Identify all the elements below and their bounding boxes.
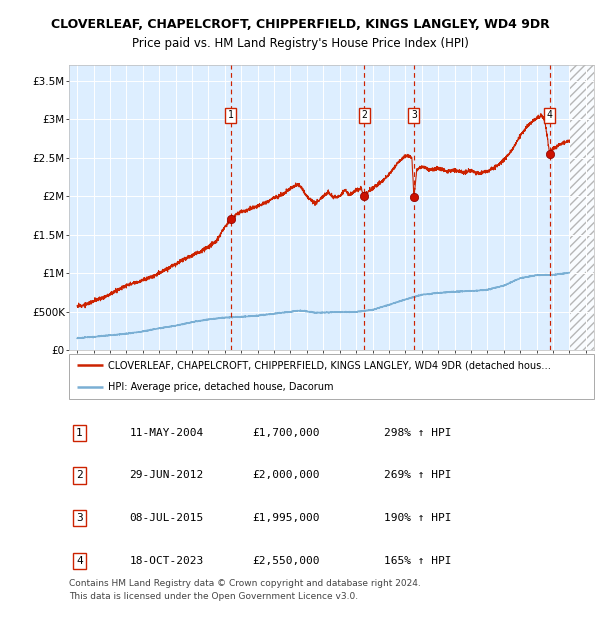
- Text: £2,550,000: £2,550,000: [253, 556, 320, 565]
- Text: 11-MAY-2004: 11-MAY-2004: [130, 428, 203, 438]
- Text: 4: 4: [547, 110, 553, 120]
- Text: 190% ↑ HPI: 190% ↑ HPI: [384, 513, 452, 523]
- Text: 3: 3: [76, 513, 83, 523]
- Text: 1: 1: [76, 428, 83, 438]
- Bar: [569, 42, 600, 350]
- Text: 165% ↑ HPI: 165% ↑ HPI: [384, 556, 452, 565]
- Text: 3: 3: [411, 110, 417, 120]
- Text: £1,700,000: £1,700,000: [253, 428, 320, 438]
- Text: 269% ↑ HPI: 269% ↑ HPI: [384, 471, 452, 480]
- Text: CLOVERLEAF, CHAPELCROFT, CHIPPERFIELD, KINGS LANGLEY, WD4 9DR: CLOVERLEAF, CHAPELCROFT, CHIPPERFIELD, K…: [50, 19, 550, 31]
- Text: 1: 1: [228, 110, 234, 120]
- Text: 2: 2: [76, 471, 83, 480]
- Text: £1,995,000: £1,995,000: [253, 513, 320, 523]
- Text: 298% ↑ HPI: 298% ↑ HPI: [384, 428, 452, 438]
- Text: CLOVERLEAF, CHAPELCROFT, CHIPPERFIELD, KINGS LANGLEY, WD4 9DR (detached hous…: CLOVERLEAF, CHAPELCROFT, CHIPPERFIELD, K…: [109, 360, 551, 370]
- Text: 29-JUN-2012: 29-JUN-2012: [130, 471, 203, 480]
- Text: 18-OCT-2023: 18-OCT-2023: [130, 556, 203, 565]
- Text: 08-JUL-2015: 08-JUL-2015: [130, 513, 203, 523]
- FancyBboxPatch shape: [69, 354, 594, 399]
- Text: HPI: Average price, detached house, Dacorum: HPI: Average price, detached house, Daco…: [109, 382, 334, 392]
- Text: 4: 4: [76, 556, 83, 565]
- Text: £2,000,000: £2,000,000: [253, 471, 320, 480]
- Text: 2: 2: [361, 110, 367, 120]
- Text: Contains HM Land Registry data © Crown copyright and database right 2024.
This d: Contains HM Land Registry data © Crown c…: [69, 578, 421, 601]
- Text: Price paid vs. HM Land Registry's House Price Index (HPI): Price paid vs. HM Land Registry's House …: [131, 37, 469, 50]
